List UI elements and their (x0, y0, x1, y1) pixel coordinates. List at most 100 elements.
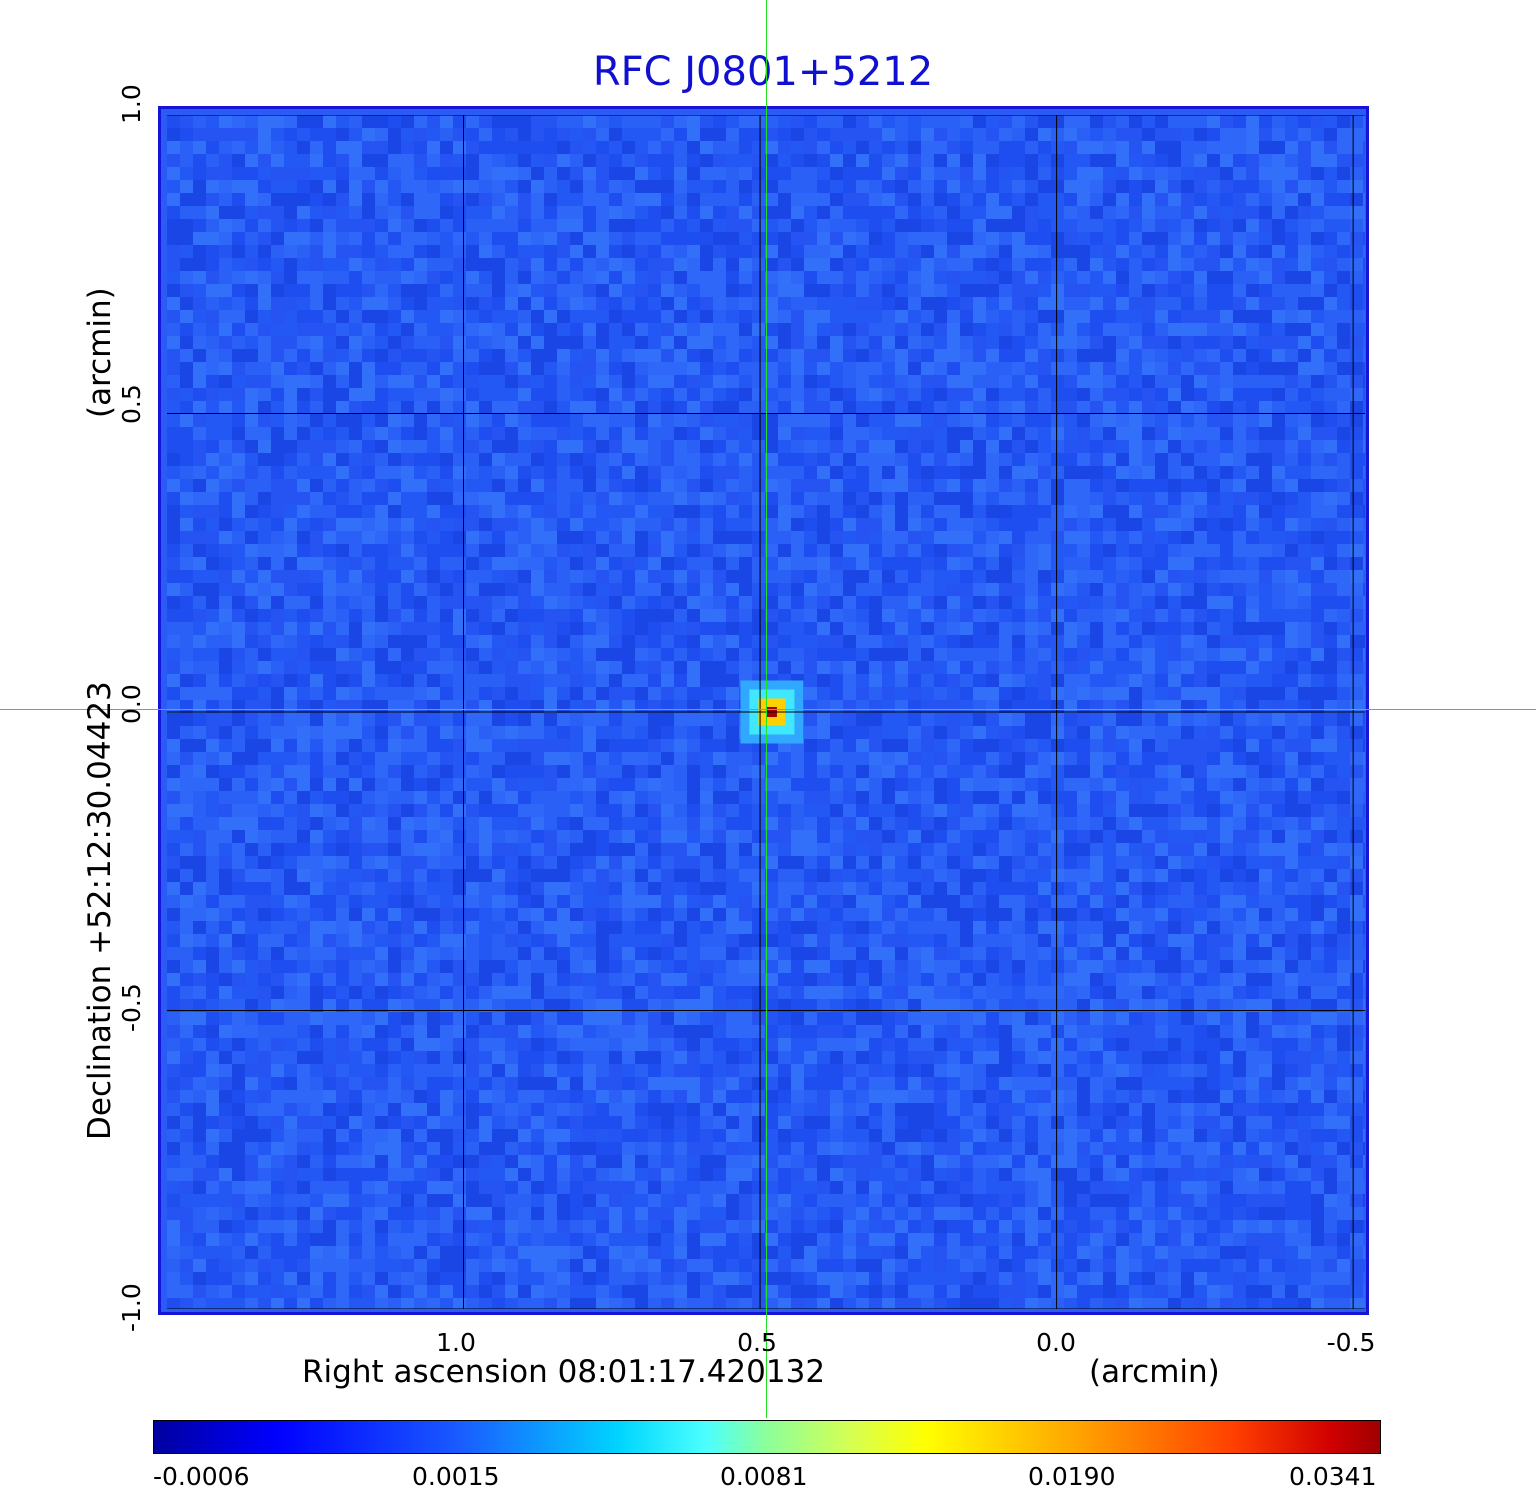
noise-pixel (804, 128, 817, 141)
noise-pixel (232, 115, 245, 128)
noise-pixel (713, 180, 726, 193)
noise-pixel (336, 622, 349, 635)
noise-pixel (1233, 609, 1246, 622)
noise-pixel (687, 687, 700, 700)
noise-pixel (1077, 687, 1090, 700)
noise-pixel (895, 492, 908, 505)
noise-pixel (765, 466, 778, 479)
noise-pixel (1038, 492, 1051, 505)
noise-pixel (479, 518, 492, 531)
noise-pixel (531, 466, 544, 479)
noise-pixel (206, 518, 219, 531)
noise-pixel (518, 505, 531, 518)
noise-pixel (791, 245, 804, 258)
noise-pixel (583, 349, 596, 362)
noise-pixel (479, 609, 492, 622)
noise-pixel (1194, 531, 1207, 544)
noise-pixel (960, 583, 973, 596)
noise-pixel (557, 388, 570, 401)
noise-pixel (1324, 622, 1337, 635)
noise-pixel (804, 388, 817, 401)
noise-pixel (1064, 284, 1077, 297)
noise-pixel (1168, 427, 1181, 440)
noise-pixel (843, 258, 856, 271)
noise-pixel (960, 297, 973, 310)
noise-pixel (1064, 336, 1077, 349)
noise-pixel (440, 466, 453, 479)
noise-pixel (765, 388, 778, 401)
noise-pixel (245, 739, 258, 752)
noise-pixel (1103, 583, 1116, 596)
noise-pixel (206, 778, 219, 791)
noise-pixel (1350, 518, 1363, 531)
noise-pixel (1038, 557, 1051, 570)
noise-pixel (986, 141, 999, 154)
noise-pixel (856, 128, 869, 141)
noise-pixel (531, 154, 544, 167)
noise-pixel (1194, 778, 1207, 791)
noise-pixel (206, 531, 219, 544)
noise-pixel (882, 466, 895, 479)
noise-pixel (1025, 687, 1038, 700)
noise-pixel (505, 245, 518, 258)
noise-pixel (1233, 518, 1246, 531)
noise-pixel (479, 739, 492, 752)
noise-pixel (1220, 349, 1233, 362)
noise-pixel (453, 245, 466, 258)
noise-pixel (193, 453, 206, 466)
noise-pixel (1363, 635, 1365, 648)
noise-pixel (830, 323, 843, 336)
noise-pixel (1350, 791, 1363, 804)
noise-pixel (804, 700, 817, 713)
noise-pixel (622, 219, 635, 232)
noise-pixel (1116, 271, 1129, 284)
noise-pixel (1077, 765, 1090, 778)
noise-pixel (1298, 700, 1311, 713)
noise-pixel (1363, 349, 1365, 362)
noise-pixel (1155, 414, 1168, 427)
noise-pixel (388, 804, 401, 817)
noise-pixel (505, 674, 518, 687)
noise-pixel (1077, 375, 1090, 388)
noise-pixel (1246, 440, 1259, 453)
noise-pixel (947, 167, 960, 180)
noise-pixel (180, 388, 193, 401)
noise-pixel (700, 661, 713, 674)
noise-pixel (1077, 570, 1090, 583)
noise-pixel (1012, 479, 1025, 492)
noise-pixel (232, 791, 245, 804)
noise-pixel (934, 700, 947, 713)
noise-pixel (388, 219, 401, 232)
noise-pixel (752, 505, 765, 518)
noise-pixel (362, 141, 375, 154)
noise-pixel (609, 128, 622, 141)
noise-pixel (1181, 505, 1194, 518)
noise-pixel (778, 375, 791, 388)
noise-pixel (1129, 596, 1142, 609)
noise-pixel (1012, 609, 1025, 622)
noise-pixel (297, 453, 310, 466)
noise-pixel (986, 466, 999, 479)
noise-pixel (219, 544, 232, 557)
noise-pixel (427, 414, 440, 427)
noise-pixel (206, 193, 219, 206)
noise-pixel (583, 362, 596, 375)
noise-pixel (388, 258, 401, 271)
noise-pixel (518, 362, 531, 375)
noise-pixel (544, 154, 557, 167)
noise-pixel (1038, 414, 1051, 427)
noise-pixel (596, 466, 609, 479)
noise-pixel (323, 427, 336, 440)
noise-pixel (414, 427, 427, 440)
noise-pixel (466, 518, 479, 531)
image-frame[interactable] (158, 106, 1369, 1315)
noise-pixel (1103, 713, 1116, 726)
noise-pixel (271, 349, 284, 362)
noise-pixel (778, 752, 791, 765)
noise-pixel (258, 414, 271, 427)
noise-pixel (206, 297, 219, 310)
noise-pixel (960, 596, 973, 609)
noise-pixel (895, 518, 908, 531)
noise-pixel (726, 557, 739, 570)
noise-pixel (921, 349, 934, 362)
